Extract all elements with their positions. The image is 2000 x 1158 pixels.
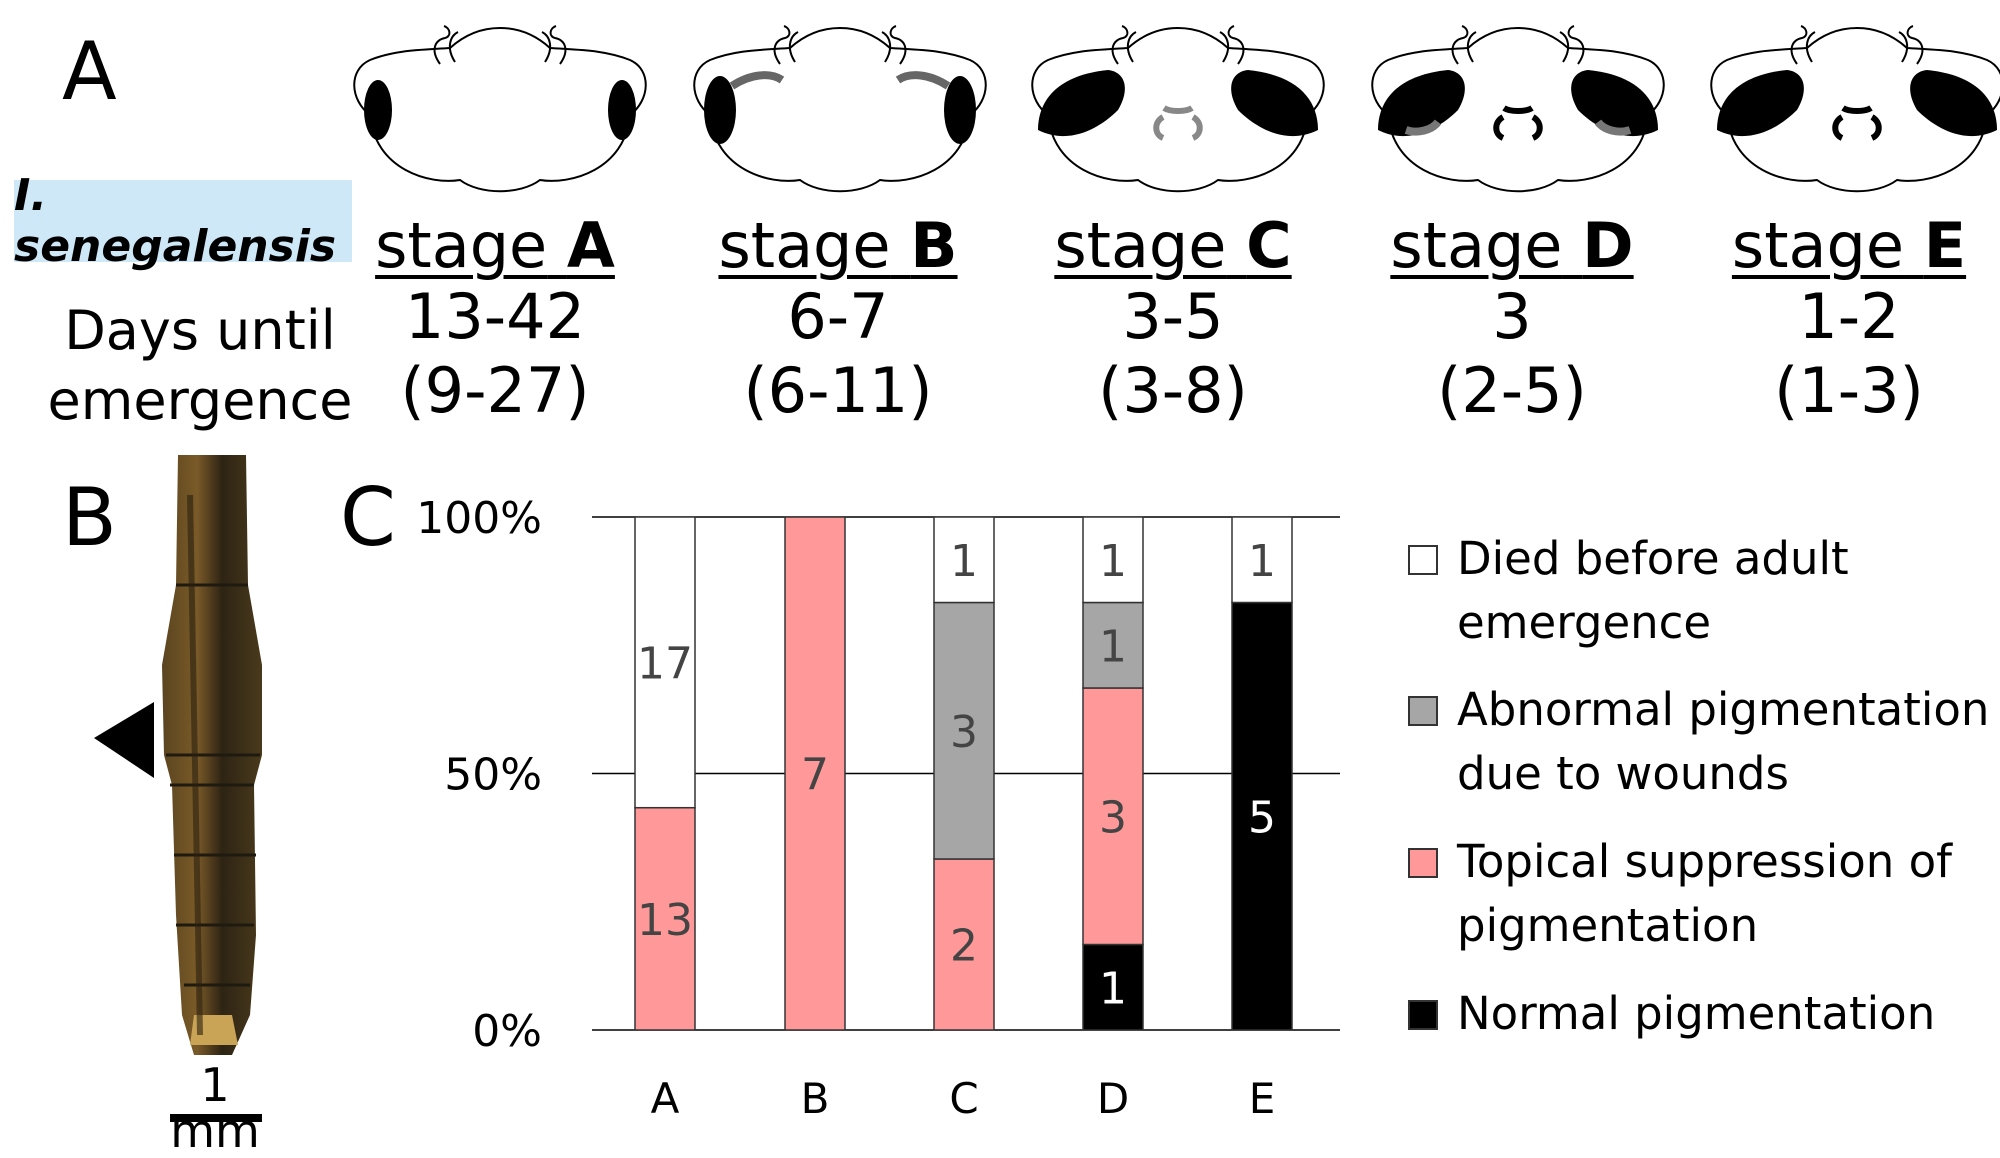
x-tick-label: D — [1097, 1074, 1129, 1123]
y-tick-label: 50% — [444, 750, 542, 801]
stage-word: stage — [1731, 209, 1905, 282]
bar-data-label: 1 — [1099, 621, 1127, 672]
bar-segment-d-topical — [1082, 687, 1144, 946]
legend-line: Abnormal pigmentation — [1457, 683, 1990, 736]
bar-segment-c-abnormal — [933, 601, 995, 860]
stage-letter: E — [1923, 209, 1967, 282]
brain-stage-e-illustration — [1697, 20, 2000, 200]
legend-line: Topical suppression of — [1457, 835, 1952, 888]
legend-line: Died before adult — [1457, 532, 1849, 585]
brain-stage-a-illustration — [340, 20, 660, 200]
stage-label: stage D — [1362, 209, 1662, 282]
bar-segment-a-topical — [634, 806, 696, 1031]
bar-data-label: 7 — [801, 750, 829, 801]
legend-line: pigmentation — [1457, 899, 1759, 952]
stage-days-range: (6-11) — [743, 354, 933, 428]
legend-label-normal: Normal pigmentation — [1457, 982, 1997, 1046]
stage-word: stage — [718, 209, 891, 282]
stage-column-c: stage C 3-5 (3-8) — [1023, 209, 1323, 428]
arrowhead-icon — [94, 702, 154, 778]
stage-days: 3-5 — [1122, 280, 1224, 354]
stage-column-e: stage E 1-2 (1-3) — [1699, 209, 1999, 428]
bar-segment-e-died — [1231, 516, 1293, 604]
panel-label-c: C — [340, 471, 396, 564]
specimen-photo — [162, 455, 262, 1055]
stage-days-range: (3-8) — [1098, 354, 1248, 428]
bar-data-label: 17 — [637, 638, 693, 689]
stage-column-b: stage B 6-7 (6-11) — [688, 209, 988, 428]
y-tick-label: 0% — [472, 1006, 542, 1057]
bar-data-label: 13 — [637, 895, 693, 946]
days-label-line-2: emergence — [47, 369, 353, 432]
stage-label: stage E — [1699, 209, 1999, 282]
bar-data-label: 1 — [1099, 536, 1127, 587]
stage-letter: B — [910, 209, 958, 282]
legend-swatch-normal — [1408, 1000, 1438, 1030]
stage-word: stage — [1390, 209, 1563, 282]
stage-letter: D — [1582, 209, 1634, 282]
legend-line: due to wounds — [1457, 747, 1789, 800]
panel-label-a: A — [62, 25, 117, 118]
stage-days: 6-7 — [787, 280, 889, 354]
x-tick-label: B — [801, 1074, 830, 1123]
legend-line: emergence — [1457, 596, 1712, 649]
bar-segment-e-normal — [1231, 601, 1293, 1031]
bar-segment-c-died — [933, 516, 995, 604]
days-until-emergence-label: Days until emergence — [40, 296, 360, 436]
scale-bar — [170, 1114, 262, 1122]
y-tick-label: 100% — [416, 493, 542, 544]
panel-label-b: B — [62, 471, 117, 564]
x-tick-label: A — [651, 1074, 680, 1123]
legend-swatch-topical — [1408, 848, 1438, 878]
bar-segment-a-died — [634, 516, 696, 809]
stage-days: 3 — [1492, 280, 1532, 354]
bar-segment-d-died — [1082, 516, 1144, 604]
legend-label-topical: Topical suppression of pigmentation — [1457, 830, 1997, 958]
legend-swatch-died — [1408, 545, 1438, 575]
bar-data-label: 1 — [1099, 963, 1127, 1014]
bar-data-label: 3 — [950, 707, 978, 758]
stage-label: stage A — [345, 209, 645, 282]
stage-word: stage — [375, 209, 548, 282]
brain-stage-d-illustration — [1358, 20, 1678, 200]
stage-letter: A — [566, 209, 615, 282]
stage-days: 1-2 — [1798, 280, 1900, 354]
stage-days-range: (9-27) — [400, 354, 590, 428]
bar-data-label: 5 — [1248, 792, 1276, 843]
bar-data-label: 1 — [1248, 536, 1276, 587]
bar-segment-b-topical — [784, 516, 846, 1031]
days-label-line-1: Days until — [64, 299, 336, 362]
stage-days-range: (1-3) — [1774, 354, 1924, 428]
stage-column-a: stage A 13-42 (9-27) — [345, 209, 645, 428]
stage-label: stage B — [688, 209, 988, 282]
stage-column-d: stage D 3 (2-5) — [1362, 209, 1662, 428]
legend-label-died: Died before adult emergence — [1457, 527, 1997, 655]
stage-days: 13-42 — [404, 280, 586, 354]
legend-line: Normal pigmentation — [1457, 987, 1936, 1040]
bar-data-label: 3 — [1099, 792, 1127, 843]
bar-data-label: 1 — [950, 536, 978, 587]
stage-word: stage — [1054, 209, 1227, 282]
bar-segment-c-topical — [933, 858, 995, 1031]
species-label: I. senegalensis — [14, 170, 352, 272]
bar-segment-d-normal — [1082, 943, 1144, 1031]
brain-stage-b-illustration — [680, 20, 1000, 200]
legend-swatch-abnormal — [1408, 696, 1438, 726]
legend-label-abnormal: Abnormal pigmentation due to wounds — [1457, 678, 1997, 806]
brain-stage-c-illustration — [1018, 20, 1338, 200]
x-tick-label: E — [1249, 1074, 1276, 1123]
x-tick-label: C — [949, 1074, 978, 1123]
bar-data-label: 2 — [950, 921, 978, 972]
stage-days-range: (2-5) — [1437, 354, 1587, 428]
stage-label: stage C — [1023, 209, 1323, 282]
stage-letter: C — [1246, 209, 1292, 282]
bar-segment-d-abnormal — [1082, 601, 1144, 689]
